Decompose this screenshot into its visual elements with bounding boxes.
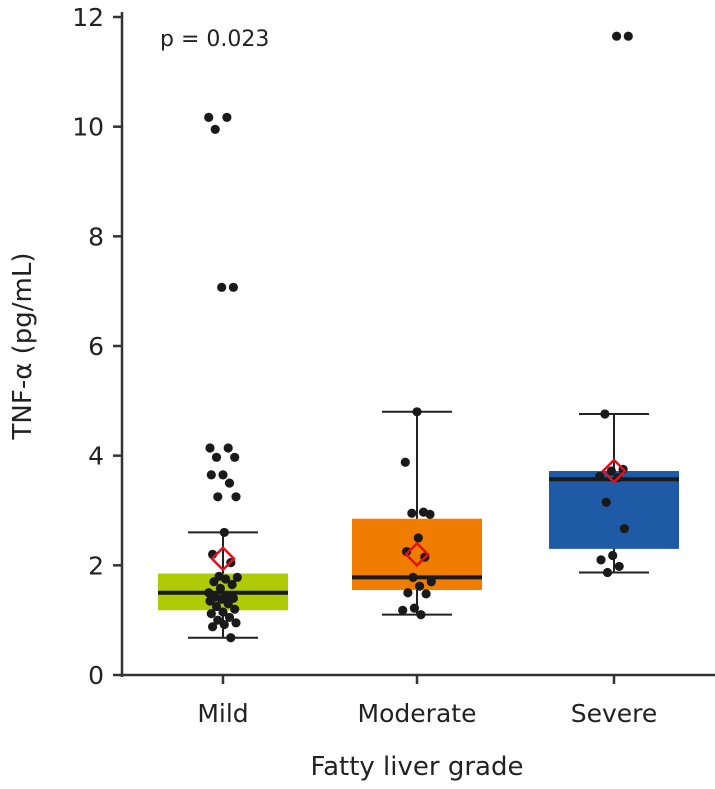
data-point: [619, 523, 630, 534]
data-point: [398, 605, 408, 615]
data-point: [217, 594, 227, 604]
y-tick-label: 10: [72, 113, 104, 142]
data-point: [226, 633, 236, 643]
data-point: [407, 508, 417, 518]
data-point: [219, 619, 229, 630]
data-point: [218, 470, 228, 480]
data-point: [204, 112, 214, 122]
data-point: [219, 527, 229, 538]
data-point: [206, 470, 216, 480]
data-point: [614, 561, 624, 572]
y-tick-label: 6: [88, 332, 104, 361]
data-point: [416, 610, 426, 620]
data-point: [213, 615, 223, 625]
data-point: [211, 601, 222, 612]
data-point: [623, 31, 633, 41]
data-point: [601, 497, 611, 507]
data-point: [223, 599, 233, 609]
data-point: [408, 572, 418, 582]
data-point: [409, 603, 419, 613]
box-group-severe: Severe: [549, 31, 679, 728]
data-point: [413, 533, 423, 543]
data-point: [210, 124, 220, 135]
data-point: [402, 547, 412, 557]
data-point: [425, 509, 435, 519]
data-point: [221, 574, 231, 584]
data-point: [231, 618, 241, 628]
data-point: [606, 466, 617, 476]
y-tick-label: 0: [88, 661, 104, 690]
data-point: [215, 583, 225, 593]
data-point: [224, 612, 235, 623]
data-point: [412, 407, 422, 417]
y-axis-label: TNF-α (pg/mL): [8, 253, 38, 441]
data-point: [211, 452, 222, 462]
data-point: [400, 457, 410, 467]
data-point: [232, 572, 242, 582]
data-point: [403, 588, 413, 598]
data-point: [213, 492, 223, 502]
data-point: [596, 555, 606, 565]
data-point: [602, 567, 613, 578]
y-tick-label: 8: [88, 222, 104, 251]
data-point: [204, 588, 214, 598]
data-point: [415, 581, 425, 591]
data-point: [600, 409, 610, 419]
data-point: [231, 492, 241, 502]
x-tick-label: Severe: [571, 699, 658, 728]
data-point: [217, 282, 227, 292]
data-point: [426, 577, 436, 587]
x-tick-label: Mild: [197, 699, 248, 728]
y-tick-label: 2: [88, 551, 104, 580]
data-point: [612, 31, 622, 41]
data-point: [227, 579, 237, 590]
data-point: [208, 622, 218, 632]
data-point: [228, 282, 238, 292]
data-point: [218, 607, 228, 617]
data-point: [223, 443, 233, 453]
data-point: [209, 577, 219, 587]
data-point: [206, 608, 216, 619]
data-point: [595, 471, 605, 482]
x-axis-label: Fatty liver grade: [311, 752, 524, 782]
data-point: [230, 452, 240, 462]
data-point: [205, 596, 215, 606]
box-group-moderate: Moderate: [352, 407, 482, 728]
mean-marker: [210, 545, 236, 572]
box-group-mild: Mild: [158, 112, 288, 728]
y-tick-label: 12: [72, 3, 104, 32]
data-point: [608, 550, 618, 561]
data-point: [222, 112, 232, 122]
p-value-annotation: p = 0.023: [160, 27, 269, 52]
data-point: [205, 443, 215, 453]
mean-marker: [404, 541, 430, 568]
y-tick-label: 4: [88, 442, 104, 471]
x-tick-label: Moderate: [358, 699, 477, 728]
data-point: [230, 604, 240, 614]
box-iqr: [549, 471, 679, 549]
data-point: [224, 478, 235, 488]
mean-marker: [601, 458, 627, 484]
data-point: [421, 589, 431, 599]
